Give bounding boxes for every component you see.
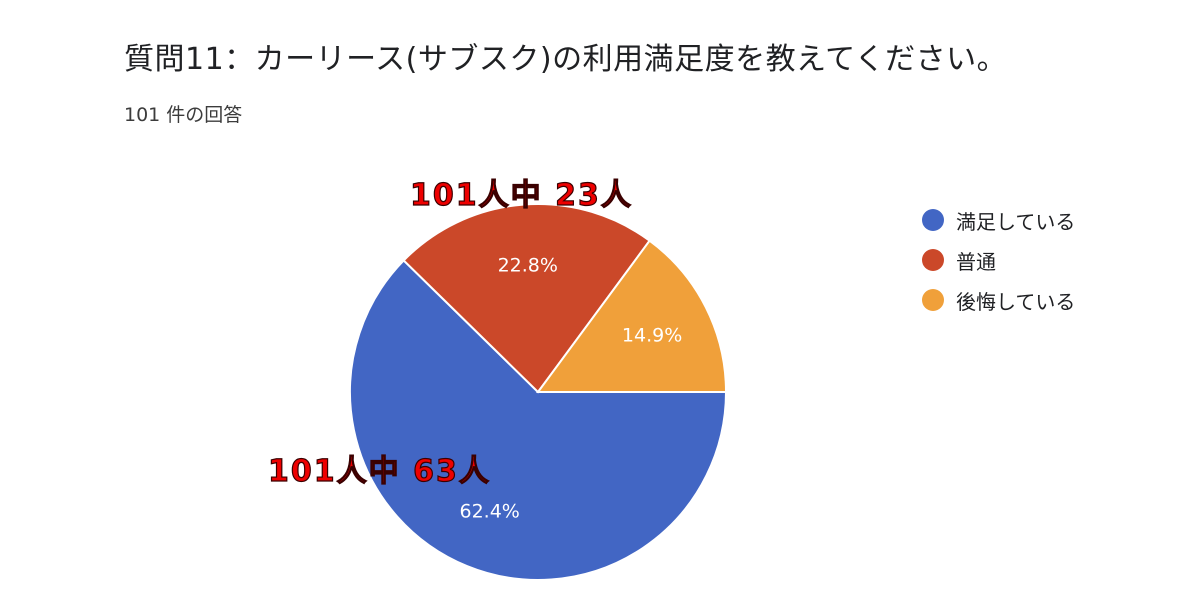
pie-slice[interactable]	[402, 203, 651, 394]
legend-swatch	[922, 249, 944, 271]
annotation-neutral: 101人中 23人	[409, 177, 633, 213]
question-title: 質問11：カーリース(サブスク)の利用満足度を教えてください。	[124, 42, 1008, 77]
legend-swatch	[922, 289, 944, 311]
pie-slice[interactable]	[349, 259, 728, 581]
slice-label: 14.9%	[622, 324, 682, 346]
legend-label: 満足している	[956, 209, 1076, 234]
legend: 満足している 普通 後悔している	[922, 200, 1075, 320]
slice-label: 22.8%	[498, 255, 558, 277]
legend-swatch	[922, 209, 944, 231]
annotation-satisfied: 101人中 63人	[267, 453, 491, 489]
legend-item[interactable]: 普通	[922, 240, 1075, 280]
legend-label: 後悔している	[956, 289, 1076, 314]
pie-slice[interactable]	[536, 239, 728, 393]
legend-item[interactable]: 満足している	[922, 200, 1075, 240]
legend-label: 普通	[956, 249, 996, 274]
legend-item[interactable]: 後悔している	[922, 280, 1075, 320]
slice-label: 62.4%	[460, 500, 520, 522]
response-count: 101 件の回答	[124, 104, 243, 126]
